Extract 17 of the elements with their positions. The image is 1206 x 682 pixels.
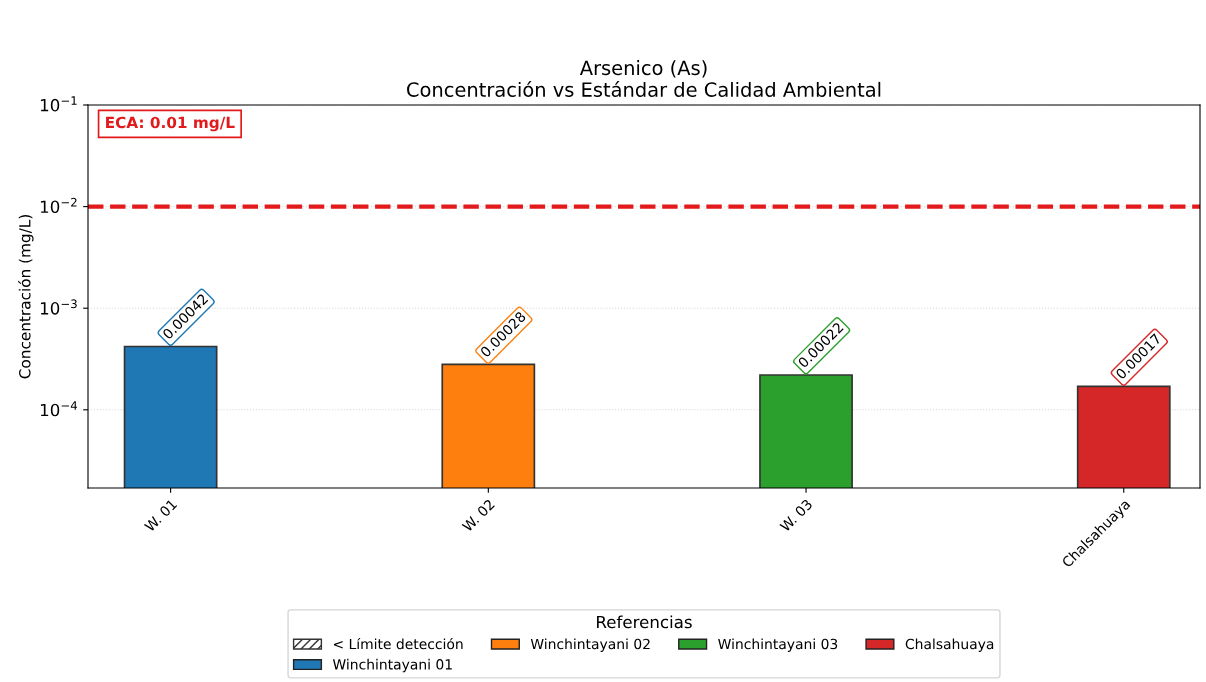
y-tick-label: 10$^{−4}$ (40, 401, 78, 417)
legend-label: Chalsahuaya (905, 638, 994, 652)
ref-line-label: ECA: 0.01 mg/L (106, 116, 235, 132)
legend-label: Winchintayani 02 (530, 638, 650, 652)
legend-label: < Límite detección (333, 637, 463, 650)
y-tick-label: 10$^{−1}$ (40, 96, 77, 112)
legend-label: Winchintayani 01 (332, 658, 452, 673)
x-tick-label: W. 03 (779, 498, 813, 533)
y-tick-label: 10$^{−3}$ (40, 299, 77, 315)
chart-subtitle: Concentración vs Estándar de Calidad Ambiental (407, 81, 881, 97)
legend-title: Referencias (597, 615, 692, 629)
y-tick-label: 10$^{−2}$ (40, 197, 77, 214)
chart-title: Arsenico (As) (579, 60, 707, 78)
x-tick-label: W. 01 (143, 498, 178, 533)
x-tick-label: W. 02 (461, 498, 495, 533)
legend-label: Winchintayani 03 (718, 638, 838, 652)
y-axis-title: Concentración (mg/L) (18, 215, 34, 379)
